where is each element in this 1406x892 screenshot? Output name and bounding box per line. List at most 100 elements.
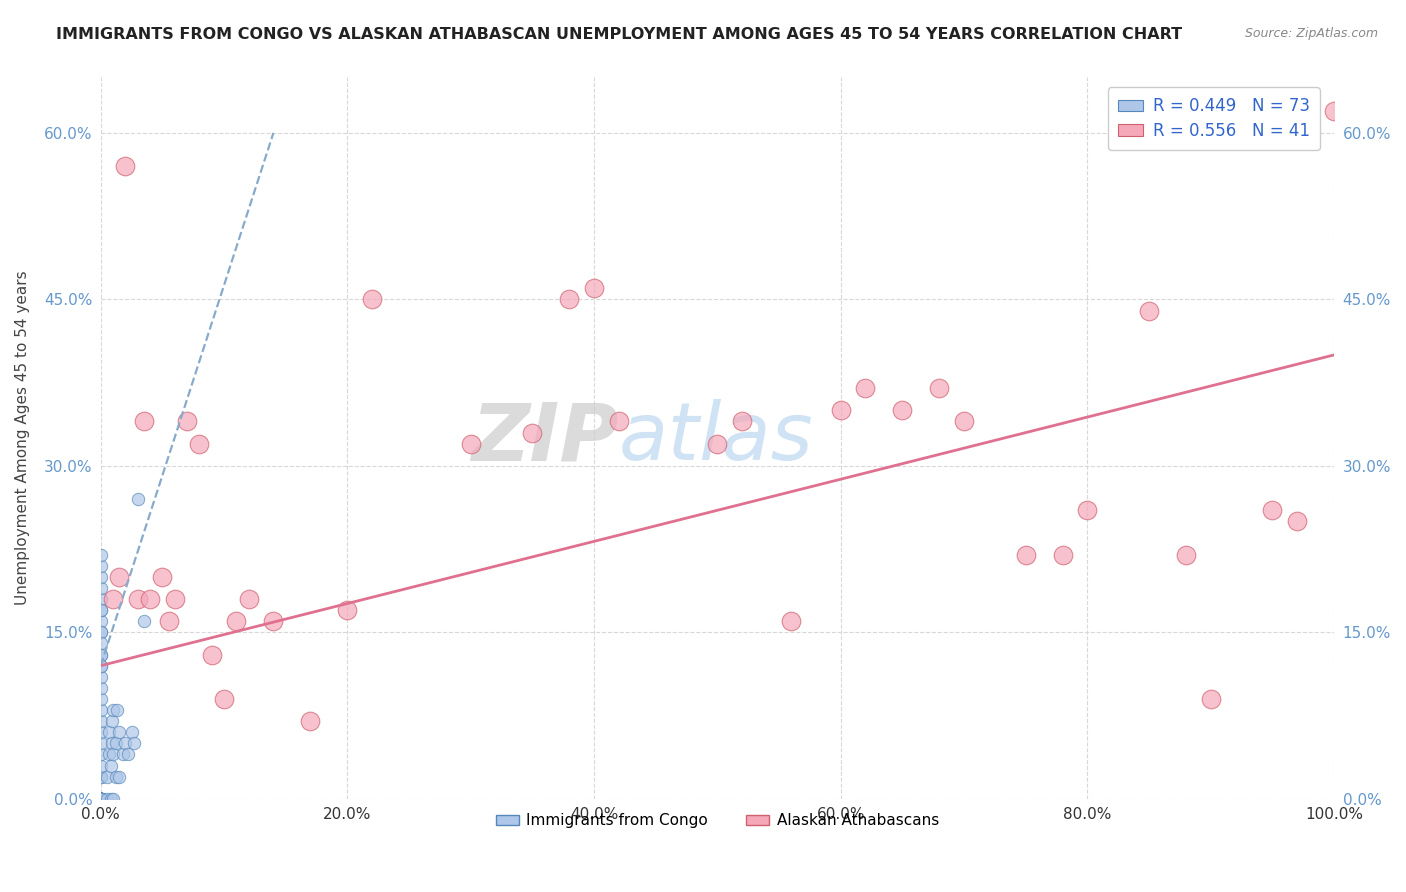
Point (90, 792, 112, 806)
Point (558, 293, 581, 307)
Point (104, 770, 127, 784)
Point (90, 792, 112, 806)
Point (100, 792, 122, 806)
Point (238, 592, 260, 607)
Point (90, 603, 112, 617)
Point (90, 792, 112, 806)
Point (101, 714, 124, 728)
Point (98, 725, 121, 739)
Point (212, 692, 235, 706)
Point (90, 581, 112, 595)
Legend: Immigrants from Congo, Alaskan Athabascans: Immigrants from Congo, Alaskan Athabasca… (489, 807, 945, 835)
Point (706, 436, 728, 450)
Point (780, 614, 803, 628)
Point (90, 792, 112, 806)
Point (108, 725, 131, 739)
Point (1137, 303, 1160, 318)
Point (90, 725, 112, 739)
Point (90, 603, 112, 617)
Point (114, 159, 136, 173)
Point (90, 736, 112, 750)
Point (90, 792, 112, 806)
Text: Source: ZipAtlas.com: Source: ZipAtlas.com (1244, 27, 1378, 40)
Point (90, 792, 112, 806)
Point (90, 770, 112, 784)
Point (90, 792, 112, 806)
Point (90, 692, 112, 706)
Point (111, 747, 134, 762)
Point (90, 792, 112, 806)
Point (100, 758, 122, 772)
Point (127, 592, 149, 607)
Point (90, 792, 112, 806)
Point (152, 570, 174, 584)
Point (121, 725, 143, 739)
Point (90, 792, 112, 806)
Point (731, 415, 754, 429)
Point (90, 670, 112, 684)
Point (90, 792, 112, 806)
Point (90, 625, 112, 640)
Point (201, 648, 224, 662)
Point (90, 792, 112, 806)
Point (90, 792, 112, 806)
Y-axis label: Unemployment Among Ages 45 to 54 years: Unemployment Among Ages 45 to 54 years (15, 271, 30, 606)
Point (127, 492, 149, 507)
Point (117, 747, 139, 762)
Point (90, 792, 112, 806)
Point (1175, 548, 1198, 562)
Point (132, 415, 155, 429)
Point (122, 736, 145, 750)
Point (90, 658, 112, 673)
Point (336, 603, 359, 617)
Point (299, 714, 322, 728)
Point (891, 403, 914, 417)
Point (157, 614, 180, 628)
Point (583, 281, 606, 295)
Point (105, 703, 128, 717)
Point (90, 792, 112, 806)
Point (1286, 514, 1309, 528)
Point (90, 792, 112, 806)
Point (90, 792, 112, 806)
Point (90, 558, 112, 573)
Point (101, 747, 124, 762)
Point (1015, 548, 1038, 562)
Point (101, 736, 124, 750)
Point (90, 648, 112, 662)
Point (90, 792, 112, 806)
Point (90, 792, 112, 806)
Point (830, 403, 852, 417)
Point (188, 436, 211, 450)
Point (90, 770, 112, 784)
Point (90, 792, 112, 806)
Point (90, 792, 112, 806)
Point (98, 747, 121, 762)
Point (139, 592, 162, 607)
Point (90, 792, 112, 806)
Point (101, 792, 124, 806)
Point (361, 293, 384, 307)
Point (96, 792, 118, 806)
Point (1323, 103, 1346, 118)
Point (90, 625, 112, 640)
Point (225, 614, 247, 628)
Point (90, 747, 112, 762)
Point (132, 614, 155, 628)
Point (90, 570, 112, 584)
Point (460, 436, 482, 450)
Point (90, 548, 112, 562)
Point (1052, 548, 1074, 562)
Text: ZIP: ZIP (471, 399, 619, 477)
Point (90, 714, 112, 728)
Point (114, 736, 136, 750)
Point (90, 703, 112, 717)
Point (90, 792, 112, 806)
Point (1199, 692, 1222, 706)
Text: IMMIGRANTS FROM CONGO VS ALASKAN ATHABASCAN UNEMPLOYMENT AMONG AGES 45 TO 54 YEA: IMMIGRANTS FROM CONGO VS ALASKAN ATHABAS… (56, 27, 1182, 42)
Point (101, 703, 124, 717)
Point (90, 681, 112, 695)
Point (96, 770, 118, 784)
Point (90, 636, 112, 650)
Point (855, 381, 877, 395)
